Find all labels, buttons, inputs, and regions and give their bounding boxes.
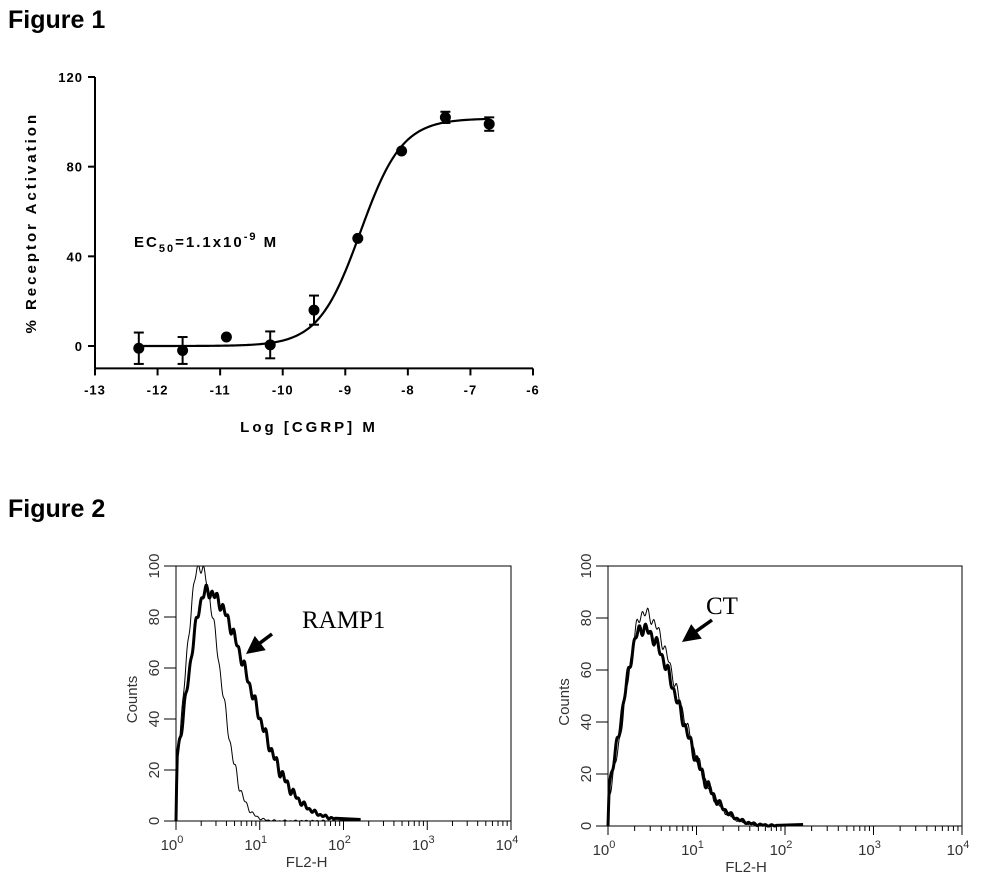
histogram-panel-right: 0 20 40 60 80 100 Counts 100 101 102 103 104 FL2-H CT <box>556 553 969 876</box>
data-point <box>396 145 408 157</box>
x-tick-label: -6 <box>526 382 540 397</box>
data-point <box>220 331 232 343</box>
data-point <box>439 111 451 123</box>
annotation-label: RAMP1 <box>302 607 385 634</box>
x-tick-label: 103 <box>412 834 435 854</box>
y-tick-label: 40 <box>67 249 83 264</box>
histogram-trace-thin <box>607 607 804 827</box>
x-tick-label: 101 <box>681 839 704 859</box>
annotation-arrow-head <box>682 624 702 642</box>
x-tick-label: -10 <box>272 382 294 397</box>
y-axis-label: Counts <box>556 678 573 726</box>
plot-frame <box>175 565 512 822</box>
x-tick-label: -9 <box>339 382 353 397</box>
x-tick-label: 102 <box>328 834 351 854</box>
x-axis-label: FL2-H <box>286 854 328 871</box>
y-tick-label: 60 <box>578 662 595 679</box>
figure-1-heading: Figure 1 <box>8 6 106 34</box>
annotation-arrow-head <box>246 635 266 654</box>
x-tick-label: 103 <box>858 839 881 859</box>
y-tick-label: 100 <box>146 553 163 578</box>
histogram-trace-thin <box>175 565 361 822</box>
y-tick-label: 0 <box>75 339 83 354</box>
histogram-trace-thick <box>174 583 361 822</box>
x-tick-label: 102 <box>770 839 793 859</box>
histogram-trace-thick <box>606 622 804 828</box>
x-tick-label: 104 <box>947 839 970 859</box>
histogram-panel-left: 0 20 40 60 80 100 Counts 100 101 102 103 104 FL2-H RA… <box>124 553 518 871</box>
y-tick-label: 0 <box>146 817 163 825</box>
x-tick-label: -7 <box>464 382 478 397</box>
data-point <box>352 232 364 244</box>
plot-frame <box>607 565 963 827</box>
data-point <box>264 339 276 351</box>
y-tick-label: 80 <box>578 610 595 627</box>
annotation-label: CT <box>706 593 738 620</box>
y-tick-label: 80 <box>146 609 163 626</box>
x-tick-label: 100 <box>161 834 184 854</box>
x-tick-label: 101 <box>244 834 267 854</box>
data-point <box>308 304 320 316</box>
y-tick-label: 40 <box>146 711 163 728</box>
x-tick-label: 104 <box>496 834 519 854</box>
x-tick-label: 100 <box>593 839 616 859</box>
figure-2-heading: Figure 2 <box>8 495 106 523</box>
y-tick-label: 120 <box>58 70 83 85</box>
x-tick-label: -8 <box>401 382 415 397</box>
y-tick-label: 100 <box>578 553 595 578</box>
y-tick-label: 80 <box>67 160 83 175</box>
y-axis-label: Counts <box>124 676 141 724</box>
y-axis-label: % Receptor Activation <box>23 112 40 334</box>
data-point <box>133 342 145 354</box>
data-point <box>483 118 495 130</box>
y-tick-label: 0 <box>578 822 595 830</box>
figure-1-dose-response-chart: 0 40 80 120 -13 -12 -11 -10 -9 -8 -7 -6 Log [CGRP] M… <box>23 70 540 436</box>
x-tick-label: -12 <box>147 382 169 397</box>
x-axis-label: Log [CGRP] M <box>240 419 378 436</box>
x-axis-label: FL2-H <box>725 859 767 876</box>
data-point <box>177 344 189 356</box>
y-tick-label: 20 <box>578 766 595 783</box>
ec50-annotation: EC50=1.1x10-9 M <box>134 231 278 255</box>
y-tick-label: 40 <box>578 714 595 731</box>
y-tick-label: 60 <box>146 660 163 677</box>
x-tick-label: -11 <box>210 382 231 397</box>
y-tick-label: 20 <box>146 762 163 779</box>
x-tick-label: -13 <box>84 382 106 397</box>
